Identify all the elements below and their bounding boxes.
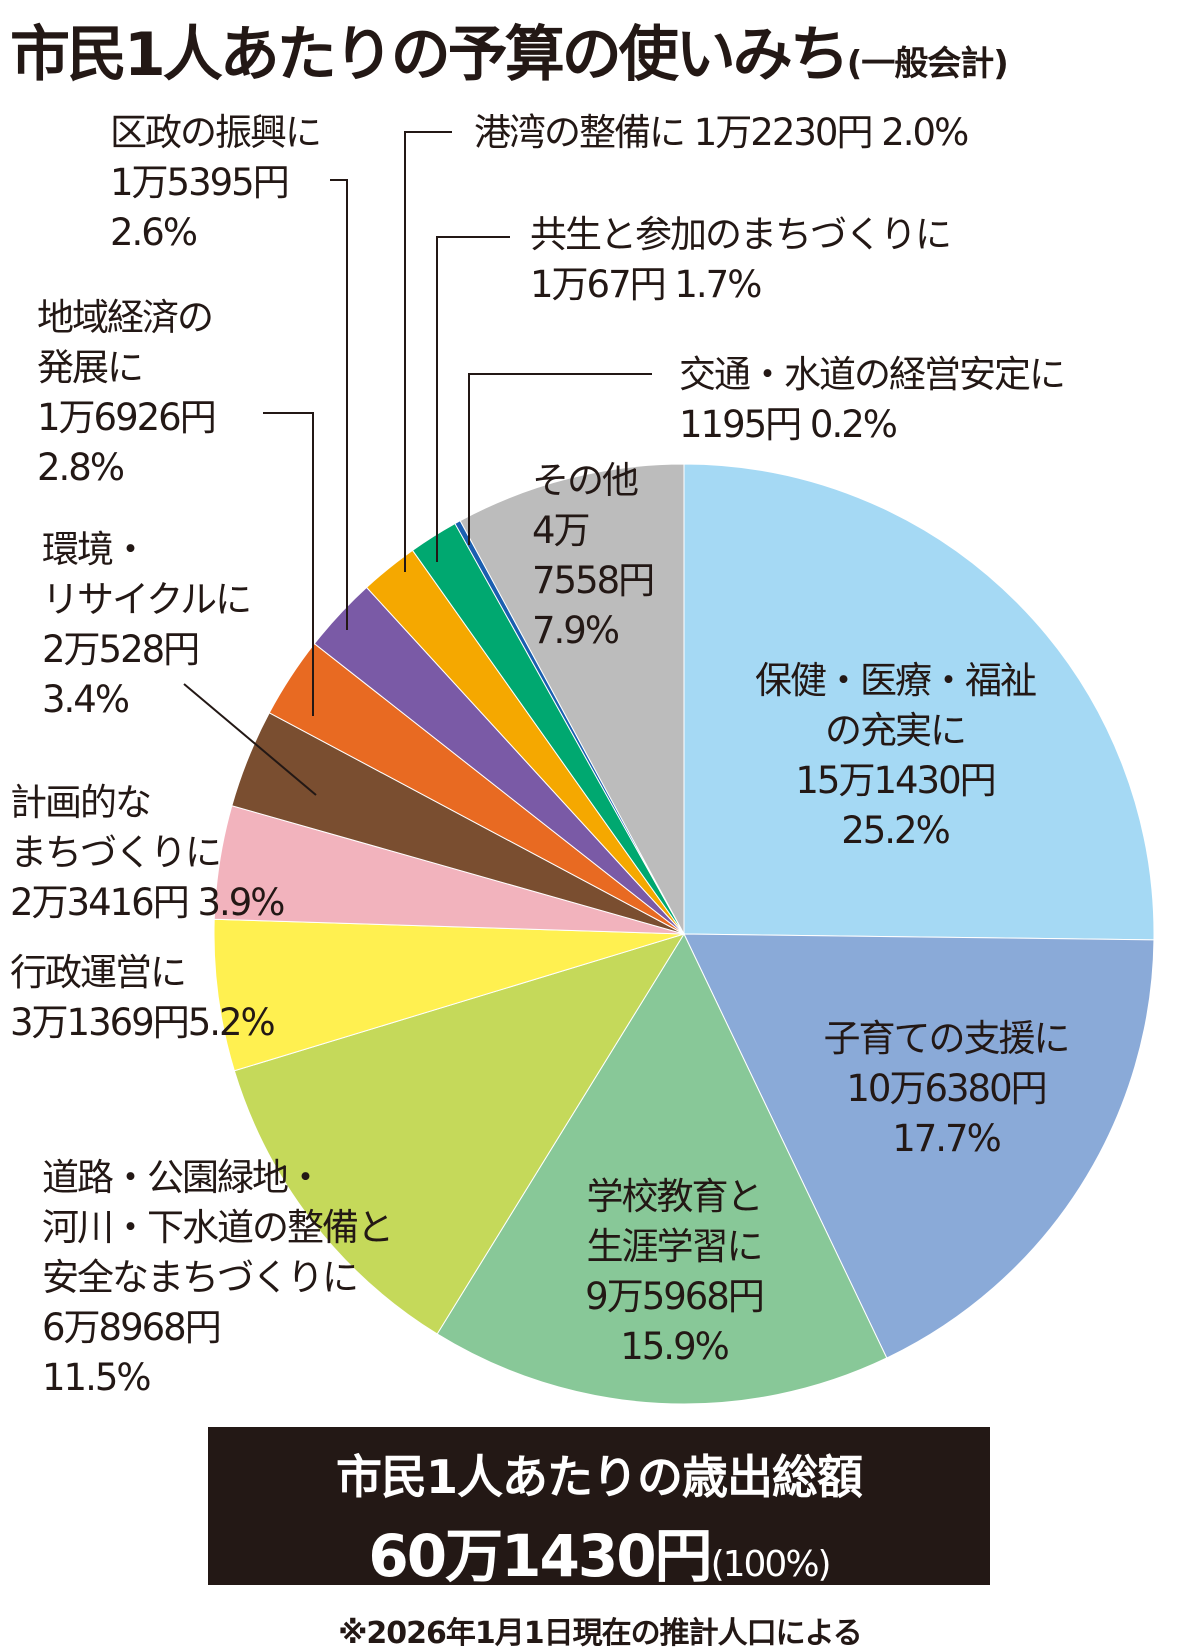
total-box: 市民1人あたりの歳出総額 60万1430円(100%) — [208, 1427, 990, 1590]
label-line: 7.9% — [532, 609, 620, 652]
label-line: 2万528円 — [42, 628, 200, 671]
label-line: 1万5395円 — [110, 161, 290, 204]
label-port: 港湾の整備に 1万2230円 2.0% — [474, 108, 969, 158]
pie-slice-12 — [459, 463, 685, 935]
label-line: 行政運営に — [10, 951, 187, 994]
leader-port — [404, 131, 452, 572]
title-sub: (一般会計) — [846, 44, 1009, 84]
label-line: 生涯学習に — [586, 1225, 763, 1268]
label-line: 17.7% — [892, 1117, 1002, 1160]
total-amount: 60万1430円 — [368, 1522, 712, 1590]
pie-slice-2 — [436, 932, 888, 1405]
label-line: 7558円 — [532, 559, 655, 602]
label-line: 1195円 0.2% — [679, 403, 898, 446]
label-line: 道路・公園緑地・ — [42, 1156, 324, 1199]
label-line: 安全なまちづくりに — [42, 1256, 359, 1299]
pie-slice-1 — [683, 933, 1155, 1359]
label-line: 計画的な — [10, 781, 152, 824]
label-transport: 交通・水道の経営安定に 1195円 0.2% — [679, 350, 1066, 450]
total-label: 市民1人あたりの歳出総額 — [335, 1450, 863, 1504]
label-line: 2.6% — [110, 211, 198, 254]
footnote: ※2026年1月1日現在の推計人口による — [338, 1616, 863, 1651]
label-line: 共生と参加のまちづくりに — [530, 213, 952, 256]
label-line: の充実に — [825, 709, 967, 752]
pie-slice-3 — [233, 933, 686, 1335]
total-percent: (100%) — [710, 1544, 832, 1585]
label-line: 3万1369円5.2% — [10, 1001, 276, 1044]
label-line: その他 — [532, 459, 639, 502]
total-amount-line: 60万1430円(100%) — [208, 1509, 990, 1593]
label-line: 10万6380円 — [846, 1067, 1047, 1110]
label-line: 9万5968円 — [585, 1275, 765, 1318]
leader-ward — [330, 179, 348, 630]
leader-lines — [183, 131, 652, 796]
label-line: 2万3416円 3.9% — [10, 881, 285, 924]
label-line: 区政の振興に — [110, 111, 322, 154]
label-line: リサイクルに — [42, 578, 252, 621]
label-line: 学校教育と — [586, 1175, 763, 1218]
label-line: 1万6926円 — [37, 396, 217, 439]
label-line: 子育ての支援に — [823, 1017, 1071, 1060]
label-line: 15.9% — [620, 1325, 730, 1368]
label-line: 15万1430円 — [795, 759, 996, 802]
pie-slice-4 — [213, 918, 685, 1072]
label-line: 1万67円 1.7% — [530, 263, 762, 306]
leader-env — [183, 683, 317, 796]
pie-slice-0 — [683, 463, 1155, 941]
label-admin: 行政運営に 3万1369円5.2% — [10, 948, 276, 1048]
label-line: 河川・下水道の整備と — [42, 1206, 394, 1249]
label-line: 2.8% — [37, 446, 125, 489]
label-env: 環境・リサイクルに 2万528円 3.4% — [42, 525, 252, 725]
label-ward: 区政の振興に 1万5395円 2.6% — [110, 108, 322, 258]
label-line: 25.2% — [841, 809, 951, 852]
label-child: 子育ての支援に 10万6380円 17.7% — [823, 1014, 1071, 1164]
label-line: 11.5% — [42, 1356, 152, 1399]
label-road: 道路・公園緑地・河川・下水道の整備と 安全なまちづくりに 6万8968円 11.5% — [42, 1153, 394, 1403]
label-line: 6万8968円 — [42, 1306, 222, 1349]
leader-kyosei — [436, 236, 510, 562]
label-line: 保健・医療・福祉 — [755, 659, 1037, 702]
label-line: 交通・水道の経営安定に — [679, 353, 1066, 396]
label-line: まちづくりに — [10, 831, 222, 874]
label-line: 4万 — [532, 509, 591, 552]
label-line: 3.4% — [42, 678, 130, 721]
label-econ: 地域経済の発展に 1万6926円 2.8% — [37, 293, 217, 493]
label-health: 保健・医療・福祉 の充実に 15万1430円 25.2% — [755, 656, 1037, 856]
title-main: 市民1人あたりの予算の使いみち — [10, 20, 850, 90]
label-plan: 計画的なまちづくりに 2万3416円 3.9% — [10, 778, 285, 928]
leader-econ — [263, 412, 314, 716]
label-other: その他 4万 7558円 7.9% — [532, 456, 655, 656]
page-title: 市民1人あたりの予算の使いみち(一般会計) — [10, 6, 1009, 93]
label-school: 学校教育と生涯学習に 9万5968円 15.9% — [585, 1172, 765, 1372]
label-line: 環境・ — [42, 528, 149, 571]
label-line: 港湾の整備に 1万2230円 2.0% — [474, 111, 969, 154]
label-line: 発展に — [37, 346, 144, 389]
label-kyosei: 共生と参加のまちづくりに 1万67円 1.7% — [530, 210, 952, 310]
label-line: 地域経済の — [37, 296, 214, 339]
leader-transport — [468, 373, 652, 545]
